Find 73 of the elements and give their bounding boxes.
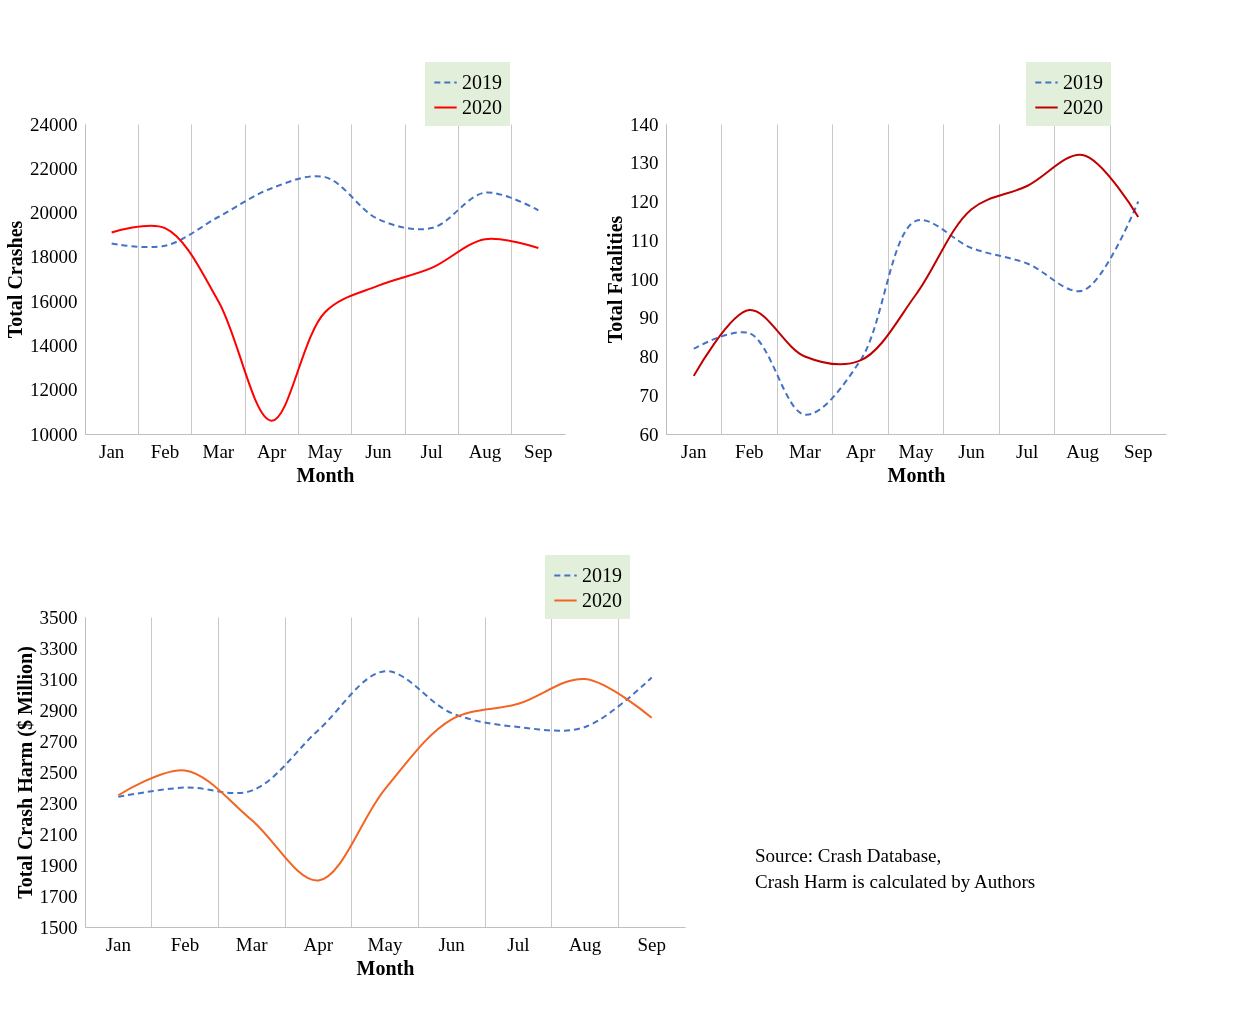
legend-label: 2020 xyxy=(582,588,622,611)
legend-label: 2019 xyxy=(1063,70,1103,93)
x-tick-label: Aug xyxy=(1066,440,1100,462)
x-tick-label: Feb xyxy=(735,440,764,462)
line-series xyxy=(692,200,1140,416)
source-note: Source: Crash Database, xyxy=(755,845,942,866)
x-tick-label: Feb xyxy=(170,933,200,955)
x-tick-label: Jul xyxy=(420,440,443,462)
x-tick-label: Jun xyxy=(438,933,466,955)
x-axis-title: Month xyxy=(887,463,946,486)
legend-label: 2019 xyxy=(582,563,622,586)
y-axis-title: Total Crashes xyxy=(4,220,26,339)
y-axis-title: Total Fatalities xyxy=(604,215,626,344)
y-tick-label: 12000 xyxy=(30,379,78,401)
y-tick-label: 16000 xyxy=(30,290,78,312)
line-series xyxy=(117,670,653,798)
y-tick-label: 2900 xyxy=(39,699,78,721)
y-tick-label: 2100 xyxy=(39,823,78,845)
x-tick-label: Mar xyxy=(235,933,269,955)
x-tick-label: Apr xyxy=(845,440,876,462)
y-axis-title: Total Crash Harm ($ Million) xyxy=(13,646,37,899)
x-tick-label: Aug xyxy=(568,933,602,955)
y-tick-label: 90 xyxy=(639,307,659,329)
legend-label: 2020 xyxy=(462,95,502,118)
x-tick-label: Feb xyxy=(150,440,180,462)
x-tick-label: Sep xyxy=(637,933,666,955)
x-tick-label: Jul xyxy=(507,933,530,955)
x-tick-label: Mar xyxy=(789,440,822,462)
x-tick-label: Jun xyxy=(365,440,393,462)
x-tick-label: Jan xyxy=(105,933,132,955)
x-tick-label: May xyxy=(307,440,343,462)
x-tick-label: Jul xyxy=(1016,440,1039,462)
x-tick-label: Jan xyxy=(681,440,707,462)
y-tick-label: 100 xyxy=(630,268,659,290)
y-tick-label: 3500 xyxy=(39,606,78,628)
y-tick-label: 10000 xyxy=(30,423,78,445)
line-series xyxy=(117,678,653,882)
y-tick-label: 140 xyxy=(630,113,659,135)
legend-label: 2020 xyxy=(1063,95,1103,118)
line-series xyxy=(692,154,1140,377)
text: Crash Harm is calculated by Authors xyxy=(755,871,1036,892)
x-tick-label: Sep xyxy=(1123,440,1153,462)
x-axis-title: Month xyxy=(356,956,415,979)
y-tick-label: 2300 xyxy=(39,792,78,814)
y-tick-label: 1900 xyxy=(39,854,78,876)
y-tick-label: 60 xyxy=(639,423,659,445)
x-tick-label: Apr xyxy=(303,933,334,955)
y-tick-label: 20000 xyxy=(30,202,78,224)
y-tick-label: 2500 xyxy=(39,761,78,783)
x-tick-label: Sep xyxy=(524,440,553,462)
y-tick-label: 120 xyxy=(630,191,659,212)
y-tick-label: 18000 xyxy=(30,246,78,268)
y-tick-label: 14000 xyxy=(30,334,78,356)
x-axis-title: Month xyxy=(296,463,355,486)
y-tick-label: 2700 xyxy=(39,730,78,752)
y-tick-label: 22000 xyxy=(30,157,78,179)
legend-label: 2019 xyxy=(462,70,502,93)
x-tick-label: Mar xyxy=(202,440,235,462)
x-tick-label: Apr xyxy=(256,440,288,462)
y-tick-label: 3100 xyxy=(39,668,78,690)
y-tick-label: 3300 xyxy=(39,637,78,659)
x-tick-label: May xyxy=(367,933,403,955)
y-tick-label: 1700 xyxy=(39,885,78,907)
y-tick-label: 70 xyxy=(639,384,659,406)
x-tick-label: Aug xyxy=(468,440,502,462)
y-tick-label: 130 xyxy=(630,152,659,174)
y-tick-label: 1500 xyxy=(39,916,78,938)
x-tick-label: Jun xyxy=(958,440,986,462)
y-tick-label: 24000 xyxy=(30,113,78,135)
y-tick-label: 110 xyxy=(630,229,659,251)
y-tick-label: 80 xyxy=(639,346,659,367)
x-tick-label: May xyxy=(898,440,934,462)
x-tick-label: Jan xyxy=(99,440,125,462)
